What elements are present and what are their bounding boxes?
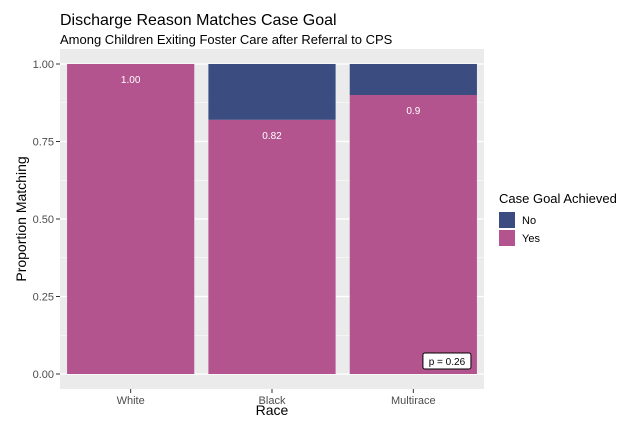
x-tick-label: Multirace <box>391 395 436 407</box>
bar-no-black <box>208 64 336 120</box>
legend-key-no <box>499 212 515 228</box>
data-label-multirace: 0.9 <box>406 106 420 117</box>
data-label-white: 1.00 <box>121 75 141 86</box>
y-tick-label: 0.75 <box>33 137 54 149</box>
chart-title: Discharge Reason Matches Case Goal <box>60 12 337 29</box>
x-axis-title: Race <box>256 402 289 418</box>
y-axis-ticks: 0.00 0.25 0.50 0.75 1.00 <box>33 59 60 381</box>
chart-subtitle: Among Children Exiting Foster Care after… <box>60 32 393 47</box>
y-tick-label: 0.50 <box>33 214 54 226</box>
legend-key-yes <box>499 230 515 246</box>
p-value-annotation: p = 0.26 <box>422 352 472 370</box>
bars: 1.00 0.82 0.9 <box>67 64 477 374</box>
bar-yes-white <box>67 64 195 374</box>
x-axis-ticks: White Black Multirace <box>117 389 436 407</box>
bar-no-multirace <box>349 64 477 95</box>
y-tick-label: 0.25 <box>33 292 54 304</box>
legend-label-no: No <box>522 215 536 227</box>
x-tick-label: White <box>117 395 145 407</box>
bar-yes-black <box>208 119 336 374</box>
data-label-black: 0.82 <box>262 131 282 142</box>
bar-yes-multirace <box>349 95 477 374</box>
y-tick-label: 1.00 <box>33 59 54 71</box>
legend-title: Case Goal Achieved <box>499 191 617 206</box>
legend-label-yes: Yes <box>522 233 540 245</box>
legend: Case Goal Achieved No Yes <box>499 191 617 246</box>
y-tick-label: 0.00 <box>33 369 54 381</box>
y-axis-title: Proportion Matching <box>13 156 29 281</box>
x-tick-label: Black <box>259 395 286 407</box>
p-value-text: p = 0.26 <box>429 357 466 368</box>
